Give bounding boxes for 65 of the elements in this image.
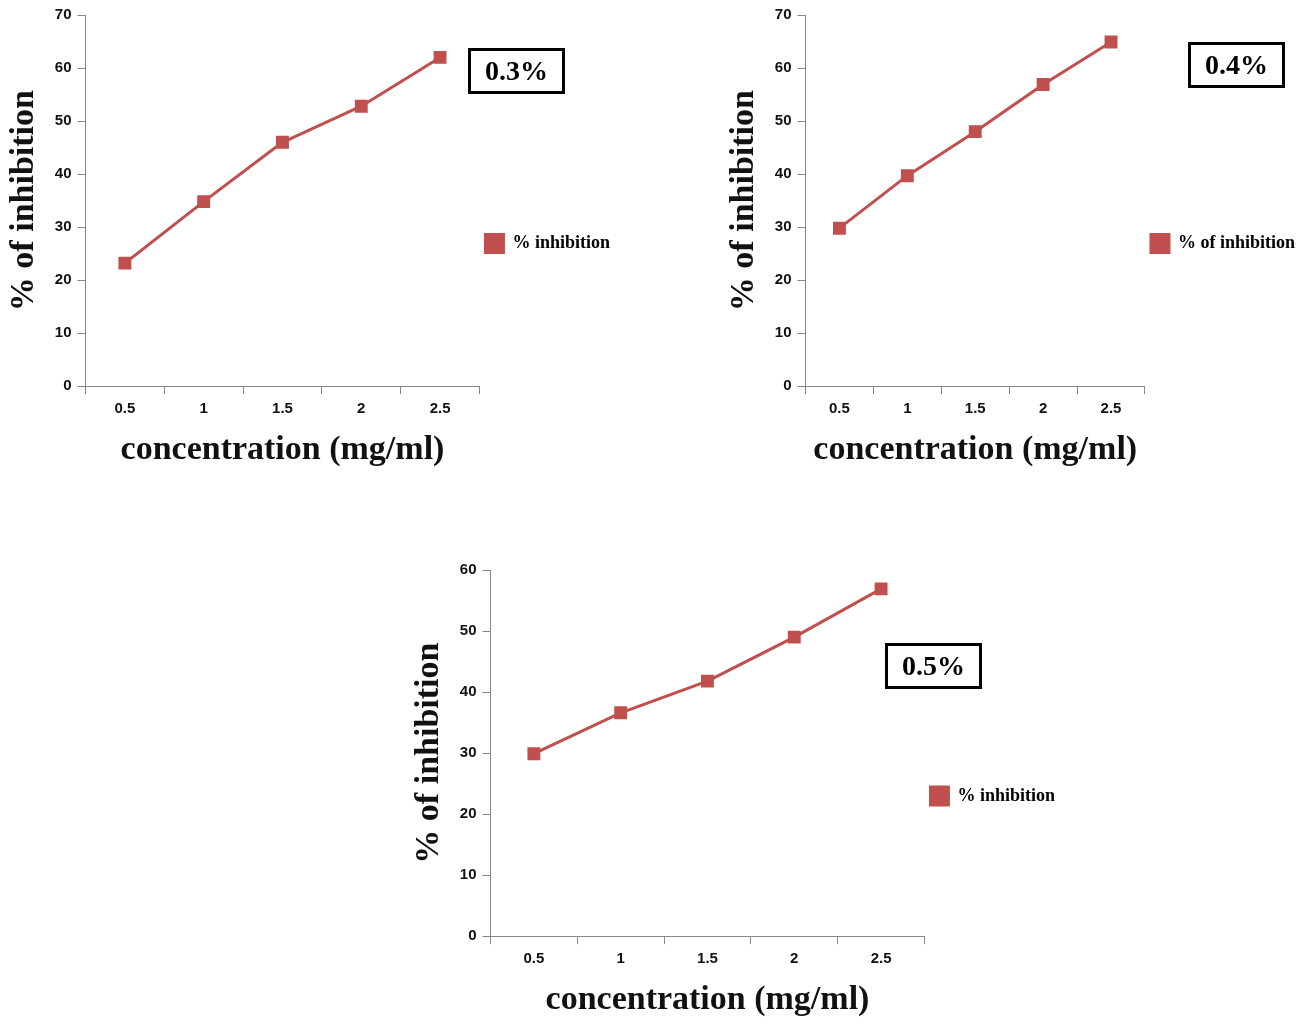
point (701, 674, 714, 688)
y-tick-label: 30 (54, 217, 72, 235)
x-axis-title: concentration (mg/ml) (120, 429, 445, 468)
y-tick-label: 20 (774, 270, 792, 288)
y-tick-label: 10 (54, 323, 72, 341)
x-tick-label: 1.5 (272, 399, 293, 417)
point (968, 125, 982, 139)
y-tick-label: 20 (459, 804, 477, 822)
y-tick-label: 30 (459, 743, 477, 761)
annotation: 0.5% (885, 643, 982, 689)
y-tick-label: 70 (54, 5, 72, 23)
x-tick-label: 0.5 (829, 399, 850, 417)
y-tick-label: 0 (468, 926, 477, 944)
text: 0.3% (468, 48, 565, 94)
y-tick-label: 40 (54, 164, 72, 182)
x-tick-label: 1 (616, 949, 625, 967)
x-tick-label: 2.5 (1100, 399, 1122, 417)
y-axis-title: % of inhibition (723, 89, 761, 312)
y-tick-label: 60 (459, 560, 477, 578)
x-axis-title: concentration (mg/ml) (545, 979, 870, 1018)
y-tick-label: 40 (774, 164, 792, 182)
y-tick-label: 50 (774, 111, 792, 129)
point (874, 582, 888, 596)
x-tick-label: 2 (357, 399, 366, 417)
y-tick-label: 10 (459, 865, 477, 883)
point (433, 50, 447, 64)
x-tick-label: 1.5 (697, 949, 718, 967)
point (787, 630, 801, 644)
x-tick-label: 0.5 (114, 399, 136, 417)
legend-label: % of inhibition (1177, 232, 1296, 253)
x-tick-label: 2 (1038, 399, 1048, 417)
point (1104, 35, 1118, 49)
point (197, 195, 211, 209)
legend-label: % inhibition (957, 784, 1056, 805)
x-axis-title: concentration (mg/ml) (813, 429, 1138, 468)
text: 0.4% (1188, 42, 1285, 88)
y-tick-label: 0 (783, 376, 792, 394)
point (527, 747, 541, 761)
point (832, 221, 846, 235)
point (1036, 78, 1050, 91)
x-tick-label: 2 (790, 949, 799, 967)
y-tick-label: 20 (54, 270, 72, 288)
point (354, 99, 368, 113)
y-tick-label: 40 (459, 682, 477, 700)
y-tick-label: 60 (774, 58, 792, 76)
x-tick-label: 0.5 (523, 949, 545, 967)
x-tick-label: 1 (199, 399, 208, 417)
y-tick-label: 70 (774, 5, 792, 23)
y-axis-title: % of inhibition (3, 89, 41, 312)
point (276, 135, 289, 149)
x-tick-label: 2.5 (429, 399, 451, 417)
x-tick-label: 2.5 (870, 949, 892, 967)
y-tick-label: 50 (459, 621, 477, 639)
y-tick-label: 50 (54, 111, 72, 129)
x-tick-label: 1 (903, 399, 912, 417)
y-tick-label: 10 (774, 323, 792, 341)
point (900, 169, 914, 183)
x-tick-label: 1.5 (964, 399, 986, 417)
legend-label: % inhibition (512, 232, 611, 253)
y-tick-label: 60 (54, 58, 72, 76)
y-axis-title: % of inhibition (408, 642, 446, 864)
y-tick-label: 0 (63, 376, 72, 394)
point (118, 256, 132, 270)
point (614, 706, 628, 720)
y-tick-label: 30 (774, 217, 792, 235)
